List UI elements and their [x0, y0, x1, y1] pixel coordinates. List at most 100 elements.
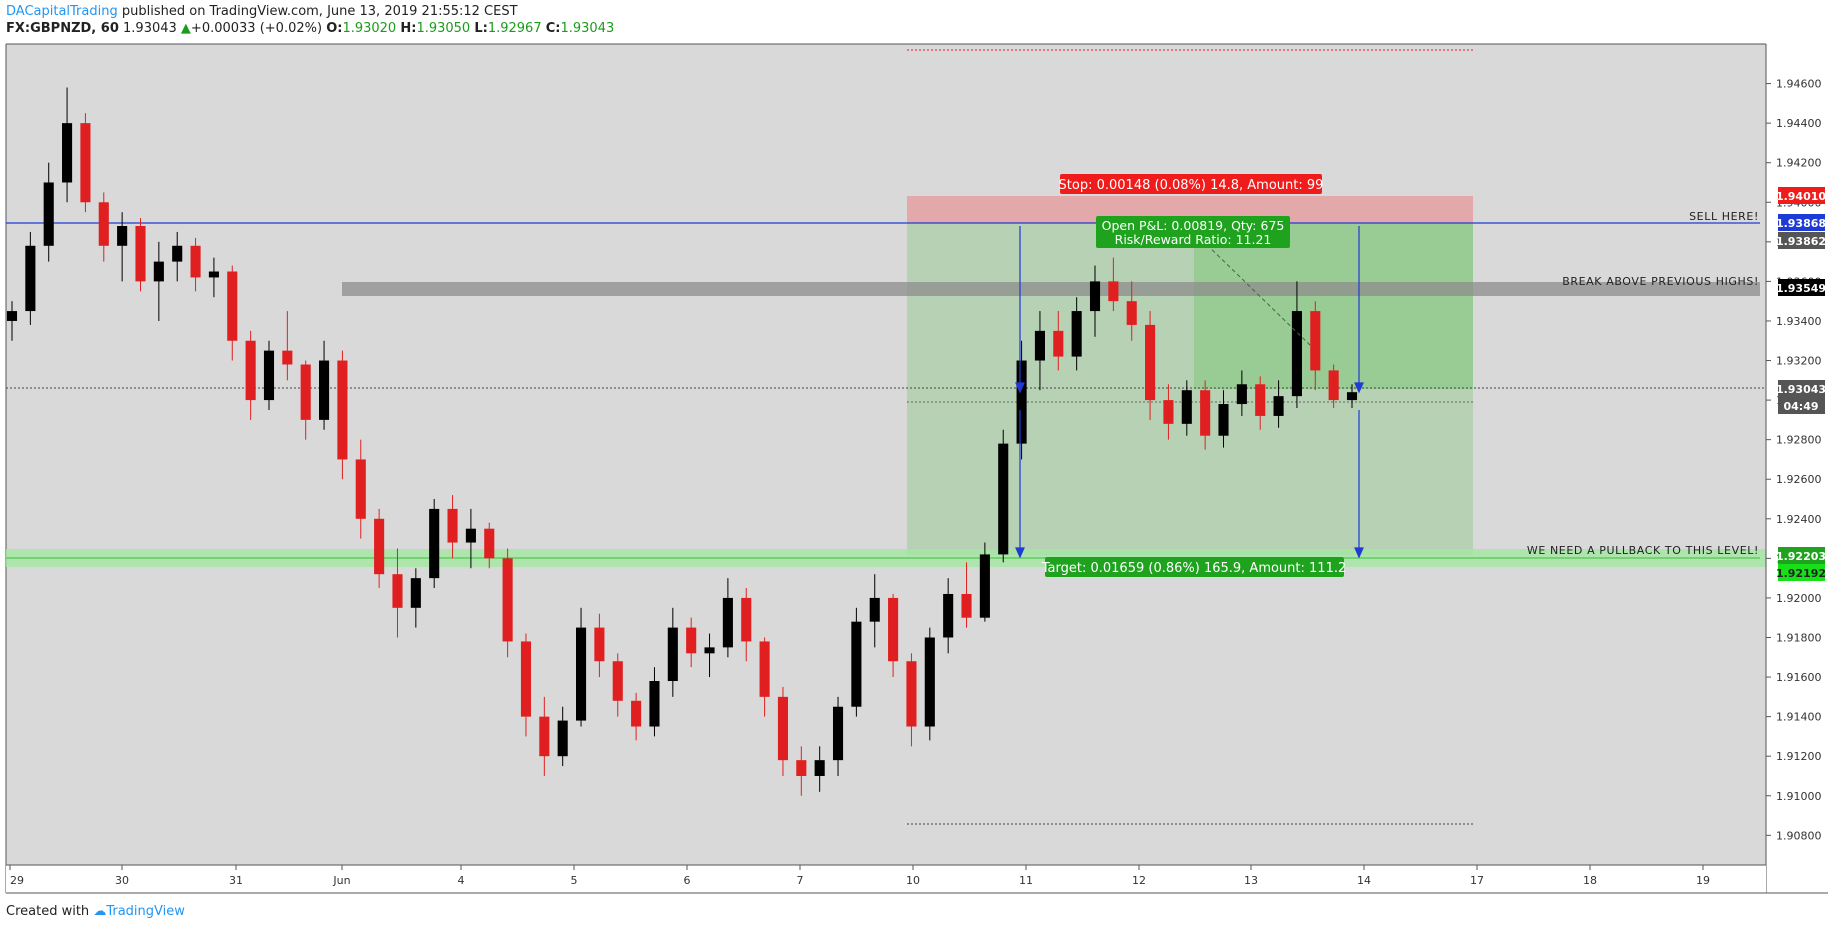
symbol-label[interactable]: FX:GBPNZD, 60 [6, 21, 119, 36]
candle-body [1291, 311, 1302, 397]
published-text: published on TradingView.com, June 13, 2… [121, 4, 518, 19]
time-tick-label: 11 [1019, 874, 1033, 887]
candle-body [704, 647, 715, 654]
time-tick-label: 29 [10, 874, 24, 887]
pullback-price-tag-text: 1.92203 [1776, 550, 1826, 563]
sell-here-text[interactable]: SELL HERE! [1689, 210, 1759, 223]
candle-body [1126, 301, 1137, 325]
countdown-tag-text: 04:49 [1783, 400, 1818, 413]
candle-body [1034, 330, 1045, 361]
time-tick-label: 17 [1470, 874, 1484, 887]
candle-body [832, 706, 844, 761]
candle-body [62, 123, 73, 183]
price-tick-label: 1.91400 [1776, 711, 1822, 724]
candle-body [25, 245, 36, 312]
price-axis[interactable] [1766, 44, 1828, 893]
candle-body [1016, 360, 1027, 444]
candle-body [1163, 400, 1174, 424]
entry-price-tag [1778, 232, 1825, 249]
candle-body [667, 627, 678, 682]
candle-body [851, 621, 862, 707]
candle-body [6, 311, 18, 321]
author-link[interactable]: DACapitalTrading [6, 4, 118, 19]
candle-body [796, 760, 807, 776]
price-tick-label: 1.92000 [1776, 592, 1822, 605]
price-tick-label: 1.91200 [1776, 750, 1822, 763]
candle-body [429, 508, 440, 579]
pullback-price-tag [1778, 547, 1825, 564]
time-tick-label: 31 [229, 874, 243, 887]
last-price-tag-text: 1.93043 [1776, 383, 1826, 396]
projection-arrow-2[interactable] [1354, 226, 1364, 559]
candle-body [686, 627, 697, 654]
high-value: 1.93050 [416, 21, 471, 36]
close-value: 1.93043 [560, 21, 615, 36]
candle-body [961, 593, 972, 618]
time-tick-label: 13 [1244, 874, 1258, 887]
stop-label-box [1060, 174, 1322, 194]
candle-body [649, 681, 660, 727]
candle-body [153, 261, 164, 282]
target-price-tag-text: 1.92192 [1776, 567, 1826, 580]
time-tick-label: 10 [906, 874, 920, 887]
entry-price-tag-text: 1.93862 [1776, 235, 1826, 248]
chart-header: DACapitalTrading published on TradingVie… [6, 3, 1806, 37]
candle-body [759, 641, 770, 697]
open-pl-box [1096, 216, 1290, 248]
created-with-text: Created with [6, 904, 90, 919]
time-axis-ticks: 29 30 31 Jun 4 5 6 7 10 11 12 13 14 17 18 19 [9, 865, 1710, 887]
break-price-tag [1778, 279, 1825, 296]
candle-body [722, 597, 733, 648]
candle-body [80, 123, 91, 203]
candle-body [135, 226, 146, 282]
pullback-text[interactable]: WE NEED A PULLBACK TO THIS LEVEL! [1527, 544, 1759, 557]
stop-label: Stop: 0.00148 (0.08%) 14.8, Amount: 99 [1059, 178, 1324, 193]
countdown-tag [1778, 397, 1825, 414]
tradingview-brand[interactable]: TradingView [106, 904, 185, 919]
resistance-band[interactable] [342, 282, 1760, 296]
change-value: +0.00033 (+0.02%) [190, 21, 323, 36]
last-price-tag [1778, 380, 1825, 397]
profit-zone [1194, 223, 1473, 389]
candle-body [575, 627, 587, 721]
candle-body [906, 661, 917, 727]
candle-body [888, 597, 899, 662]
candle-body [1273, 396, 1284, 416]
plot-area[interactable] [6, 44, 1766, 865]
candle-body [190, 245, 201, 278]
close-label: C: [545, 21, 561, 36]
candle-body [998, 443, 1009, 555]
time-axis[interactable] [6, 865, 1766, 893]
candle-body [612, 661, 623, 701]
target-label: Target: 0.01659 (0.86%) 165.9, Amount: 1… [1041, 561, 1347, 576]
candlestick-series [6, 87, 1358, 796]
break-price-tag-text: 1.93549 [1776, 282, 1826, 295]
rr-label: Risk/Reward Ratio: 11.21 [1115, 232, 1272, 247]
candle-body [1255, 384, 1266, 416]
target-price-tag [1778, 564, 1825, 581]
break-above-text[interactable]: BREAK ABOVE PREVIOUS HIGHS! [1562, 275, 1759, 288]
candle-body [1310, 311, 1321, 371]
time-tick-label: 6 [684, 874, 691, 887]
last-price: 1.93043 [123, 21, 177, 36]
candle-body [869, 597, 880, 622]
tradingview-logo-icon[interactable]: ☁ [93, 904, 107, 919]
candle-body [484, 528, 495, 559]
candle-body [741, 597, 752, 642]
candle-body [924, 637, 935, 727]
candle-body [979, 554, 990, 618]
time-tick-label: 30 [115, 874, 129, 887]
candle-body [227, 271, 238, 341]
time-tick-label: 14 [1357, 874, 1371, 887]
candle-body [1328, 370, 1339, 401]
candle-body [300, 364, 311, 420]
candle-body [208, 271, 219, 278]
price-tick-label: 1.92600 [1776, 473, 1822, 486]
candle-body [337, 360, 348, 460]
candle-body [172, 245, 183, 262]
price-tick-label: 1.91000 [1776, 790, 1822, 803]
candle-body [1071, 311, 1082, 357]
open-pl-label: Open P&L: 0.00819, Qty: 675 [1102, 218, 1285, 233]
projection-arrow-1[interactable] [1015, 226, 1025, 559]
